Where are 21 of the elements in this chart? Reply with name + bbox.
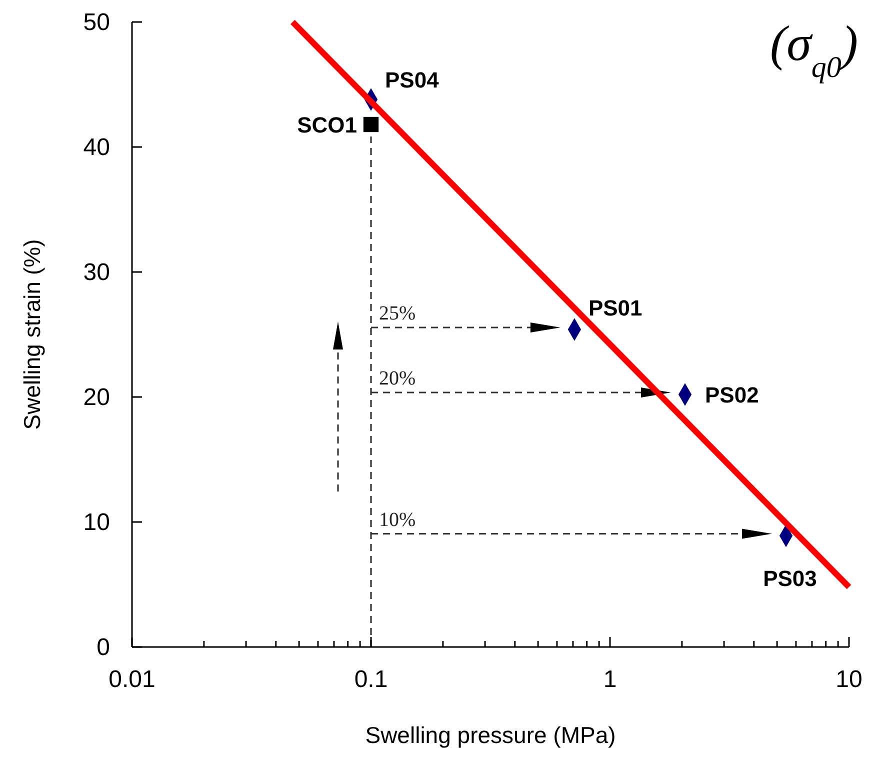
data-label: PS01 (588, 296, 642, 320)
x-axis-title: Swelling pressure (MPa) (365, 722, 616, 748)
annotation: 20% (379, 368, 416, 390)
data-label: SCO1 (297, 112, 357, 138)
annotation: (σ$_{q0}$) (770, 15, 858, 84)
data-label: PS02 (705, 382, 759, 408)
y-axis-title: Swelling strain (%) (19, 239, 45, 430)
y-tick-label: 20 (83, 384, 110, 411)
annotation: 10% (379, 508, 416, 531)
data-label: PS04 (385, 68, 440, 92)
y-tick-label: 0 (96, 634, 110, 661)
annotation: 25% (379, 302, 416, 324)
x-tick-label: 10 (836, 666, 862, 693)
y-tick-label: 40 (83, 134, 110, 161)
x-tick-label: 1 (603, 666, 617, 693)
data-label: PS03 (763, 566, 817, 591)
y-tick-label: 10 (83, 509, 110, 536)
y-tick-label: 30 (83, 259, 110, 286)
x-tick-label: 0.1 (354, 666, 388, 693)
y-tick-label: 50 (83, 9, 110, 36)
x-tick-label: 0.01 (108, 666, 156, 693)
